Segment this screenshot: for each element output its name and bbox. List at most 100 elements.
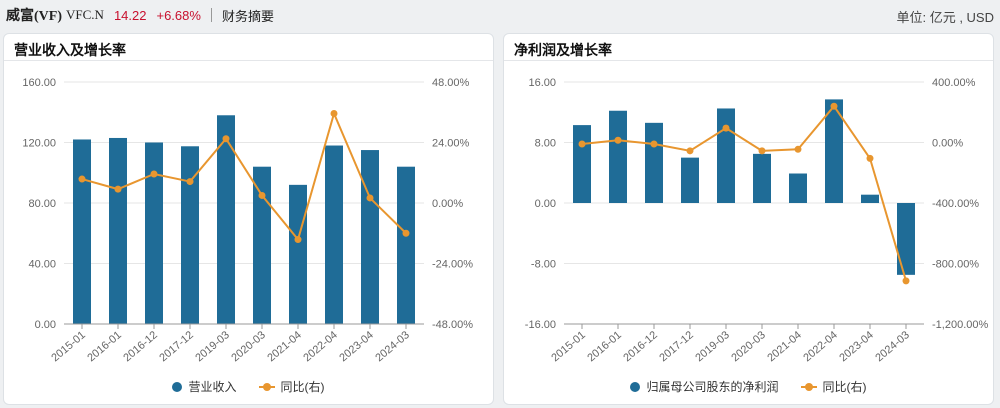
- growth-point: [402, 229, 410, 237]
- x-tick-label: 2015-01: [49, 329, 88, 364]
- y-tick-label-right: -400.00%: [932, 198, 979, 210]
- legend-item-line[interactable]: 同比(右): [800, 378, 867, 395]
- bar: [645, 122, 663, 203]
- growth-point: [78, 175, 86, 183]
- bar: [145, 142, 163, 324]
- y-tick-label-left: -16.00: [525, 319, 556, 331]
- growth-point: [794, 145, 802, 153]
- y-tick-label-right: 400.00%: [932, 77, 976, 89]
- growth-point: [150, 170, 158, 178]
- bar: [217, 115, 235, 325]
- growth-point: [366, 194, 374, 202]
- y-tick-label-left: 80.00: [28, 198, 56, 210]
- bar: [861, 194, 879, 203]
- bar: [361, 150, 379, 324]
- price-change: +6.68%: [156, 7, 201, 23]
- x-tick-label: 2024-03: [373, 329, 412, 364]
- x-tick-label: 2016-01: [585, 329, 624, 364]
- y-tick-label-left: 16.00: [528, 77, 556, 89]
- y-tick-label-left: 0.00: [35, 319, 56, 331]
- bar: [753, 153, 771, 203]
- growth-point: [650, 140, 658, 148]
- growth-line: [581, 104, 907, 282]
- x-tick-label: 2016-12: [621, 329, 660, 364]
- x-tick-label: 2015-01: [549, 329, 588, 364]
- bar: [609, 110, 627, 203]
- x-tick-label: 2023-04: [337, 329, 376, 364]
- y-tick-label-right: 48.00%: [432, 77, 470, 89]
- revenue-chart: 0.00 40.00 80.00 120.00 160.00 -48.00% -24.00%…: [22, 77, 473, 364]
- x-tick-label: 2017-12: [657, 329, 696, 364]
- x-tick-label: 2021-04: [765, 329, 804, 364]
- x-tick-label: 2022-04: [801, 329, 840, 364]
- legend-item-line[interactable]: 同比(右): [258, 378, 325, 395]
- growth-point: [902, 277, 910, 285]
- y-tick-label-left: 40.00: [28, 259, 56, 271]
- legend-item-bar[interactable]: 归属母公司股东的净利润: [630, 378, 779, 395]
- growth-point: [722, 124, 730, 132]
- bar: [789, 173, 807, 203]
- x-tick-label: 2023-04: [837, 329, 876, 364]
- growth-point: [830, 102, 838, 110]
- header-divider: [210, 8, 212, 22]
- legend-label: 营业收入: [188, 380, 237, 394]
- legend-label: 同比(右): [280, 380, 325, 394]
- ticker-symbol: VFC.N: [66, 7, 104, 22]
- growth-point: [686, 147, 694, 155]
- chart-title: 净利润及增长率: [514, 42, 612, 58]
- line-legend-icon: [258, 382, 275, 392]
- bar-legend-icon: [172, 381, 183, 392]
- bar-legend-icon: [630, 381, 641, 392]
- bar: [325, 145, 343, 324]
- y-tick-label-right: -800.00%: [932, 259, 979, 271]
- growth-line: [81, 110, 407, 242]
- bar: [717, 108, 735, 203]
- section-title: 财务摘要: [221, 8, 274, 24]
- chart-legend: 营业收入 同比(右): [4, 378, 493, 395]
- chart-legend: 归属母公司股东的净利润 同比(右): [504, 378, 993, 395]
- y-tick-label-left: 120.00: [22, 138, 56, 150]
- y-tick-label-right: -1,200.00%: [932, 319, 988, 331]
- x-tick-label: 2016-01: [85, 329, 124, 364]
- bar: [397, 166, 415, 324]
- title-divider: [504, 60, 993, 61]
- x-tick-label: 2024-03: [873, 329, 912, 364]
- y-tick-label-right: 24.00%: [432, 138, 470, 150]
- growth-point: [614, 136, 622, 144]
- net-profit-chart-panel: 净利润及增长率 -16.00 -8.00 0.00 8.00 16.00 -1,200.0…: [503, 33, 994, 405]
- line-legend-icon: [800, 382, 817, 392]
- y-tick-label-right: 0.00%: [932, 138, 963, 150]
- bar: [289, 184, 307, 324]
- x-tick-label: 2019-03: [193, 329, 232, 364]
- y-tick-label-right: -48.00%: [432, 319, 473, 331]
- bar: [573, 125, 591, 203]
- x-tick-label: 2022-04: [301, 329, 340, 364]
- stock-price: 14.22: [113, 7, 147, 23]
- title-divider: [4, 60, 493, 61]
- legend-label: 同比(右): [822, 380, 867, 394]
- y-tick-label-left: 8.00: [535, 138, 556, 150]
- x-tick-label: 2016-12: [121, 329, 160, 364]
- legend-label: 归属母公司股东的净利润: [646, 380, 779, 394]
- stock-header: 威富(VF) VFC.N 14.22 +6.68% 财务摘要 单位: 亿元 , …: [0, 0, 1000, 30]
- chart-title: 营业收入及增长率: [14, 42, 126, 58]
- net-profit-chart: -16.00 -8.00 0.00 8.00 16.00 -1,200.00% -800.0…: [525, 77, 989, 364]
- y-tick-label-left: -8.00: [531, 259, 556, 271]
- growth-point: [866, 154, 874, 162]
- x-tick-label: 2017-12: [157, 329, 196, 364]
- growth-point: [294, 236, 302, 244]
- bar: [253, 166, 271, 324]
- y-tick-label-left: 160.00: [22, 77, 56, 89]
- growth-point: [578, 140, 586, 148]
- bar: [825, 99, 843, 203]
- bar: [109, 137, 127, 324]
- growth-point: [222, 135, 230, 143]
- company-name: 威富(VF): [6, 9, 62, 24]
- growth-point: [114, 185, 122, 193]
- x-tick-label: 2019-03: [693, 329, 732, 364]
- y-tick-label-right: -24.00%: [432, 259, 473, 271]
- growth-point: [330, 110, 338, 118]
- legend-item-bar[interactable]: 营业收入: [172, 378, 237, 395]
- bar: [73, 139, 91, 324]
- bar: [897, 203, 915, 275]
